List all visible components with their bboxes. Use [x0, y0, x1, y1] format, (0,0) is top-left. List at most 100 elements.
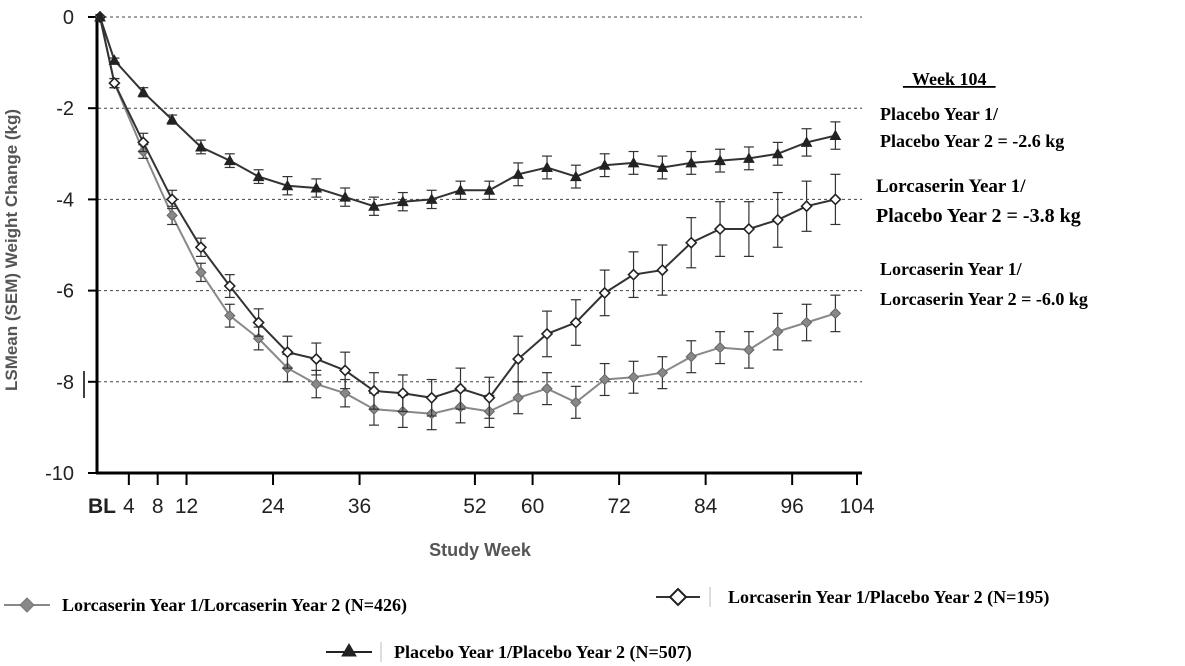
data-point	[367, 384, 381, 398]
x-tick-label: 52	[463, 495, 486, 518]
legend-marker-diamond-filled	[19, 597, 35, 613]
legend-item-lorc-lorc: Lorcaserin Year 1/Lorcaserin Year 2 (N=4…	[4, 595, 407, 616]
x-tick-label: 12	[175, 495, 198, 518]
data-point	[598, 159, 611, 170]
data-point	[108, 76, 121, 90]
x-tick-label: 60	[521, 495, 544, 518]
x-tick-label: 72	[607, 495, 630, 518]
data-point	[425, 193, 438, 204]
data-point	[743, 344, 755, 356]
annotation-lorc-placebo-line1: Lorcaserin Year 1/	[876, 176, 1026, 197]
series-1	[93, 10, 842, 419]
data-point	[742, 222, 756, 236]
annotation-lorc-lorc-line2: Lorcaserin Year 2 = -6.0 kg	[880, 289, 1088, 309]
y-tick-label: -2	[56, 98, 74, 120]
data-point	[137, 136, 150, 149]
data-point	[685, 236, 698, 249]
legend-item-lorc-placebo: Lorcaserin Year 1/Placebo Year 2 (N=195)	[656, 587, 1049, 608]
data-point	[223, 154, 236, 166]
data-point	[714, 341, 726, 354]
data-point	[569, 316, 582, 329]
y-axis-label: LSMean (SEM) Weight Change (kg)	[2, 109, 21, 391]
annotation-placebo-line2: Placebo Year 2 = -2.6 kg	[880, 131, 1064, 151]
legend-label-placebo: Placebo Year 1/Placebo Year 2 (N=507)	[394, 642, 692, 663]
data-point	[656, 263, 669, 277]
data-point	[714, 154, 726, 166]
series-layer	[93, 10, 842, 431]
series-2	[94, 10, 842, 216]
data-point	[570, 396, 582, 409]
data-point	[195, 266, 207, 279]
legend-marker-triangle	[341, 643, 357, 657]
data-point	[483, 184, 496, 195]
data-point	[800, 136, 813, 147]
annotations: _Week 104_ Placebo Year 1/ Placebo Year …	[876, 69, 1088, 309]
data-point	[108, 54, 121, 65]
data-point	[685, 156, 698, 168]
data-point	[252, 170, 265, 182]
y-tick-label: -8	[56, 372, 74, 394]
gridlines	[98, 16, 862, 383]
x-tick-label: 8	[152, 495, 164, 518]
y-tick-label: 0	[63, 7, 74, 29]
x-tick-label: 36	[348, 495, 371, 518]
axes	[83, 14, 862, 475]
data-point	[310, 181, 323, 193]
data-point	[512, 392, 524, 404]
y-ticks: 0 -2 -4 -6 -8 -10	[45, 7, 97, 485]
data-point	[541, 382, 553, 395]
data-point	[800, 316, 813, 329]
data-point	[743, 152, 755, 163]
data-point	[771, 213, 784, 227]
annotation-lorc-lorc-line1: Lorcaserin Year 1/	[880, 259, 1023, 279]
data-point	[570, 170, 582, 182]
data-point	[223, 279, 236, 293]
data-point	[598, 373, 611, 386]
data-point	[598, 286, 611, 300]
x-tick-label: 104	[839, 495, 874, 518]
y-tick-label: -4	[56, 189, 74, 211]
series-0	[94, 11, 842, 431]
data-point	[396, 387, 409, 400]
annotation-lorc-placebo-line2: Placebo Year 2 = -3.8 kg	[876, 205, 1081, 227]
data-point	[512, 168, 525, 179]
data-point	[195, 140, 207, 152]
series-line	[99, 16, 836, 399]
data-point	[137, 86, 150, 97]
data-point	[310, 378, 323, 390]
y-tick-label: -6	[56, 281, 74, 303]
data-point	[454, 382, 467, 395]
data-point	[627, 268, 640, 281]
legend-item-placebo: Placebo Year 1/Placebo Year 2 (N=507)	[326, 642, 692, 663]
data-point	[165, 193, 179, 206]
data-point	[281, 346, 294, 359]
data-point	[771, 147, 784, 159]
data-point	[656, 161, 669, 172]
series-line	[99, 16, 836, 208]
data-point	[339, 387, 351, 399]
data-point	[829, 307, 842, 320]
legend-label-lorc-lorc: Lorcaserin Year 1/Lorcaserin Year 2 (N=4…	[62, 595, 407, 616]
data-point	[772, 325, 784, 338]
data-point	[396, 195, 409, 207]
data-point	[713, 222, 727, 236]
data-point	[627, 156, 640, 168]
data-point	[224, 309, 236, 322]
data-point	[483, 391, 496, 404]
x-axis-label: Study Week	[429, 540, 532, 560]
data-point	[194, 241, 208, 254]
data-point	[627, 371, 640, 383]
x-tick-label: BL	[88, 495, 116, 518]
data-point	[829, 129, 842, 141]
x-ticks: BL 4 8 12 24 36 52 60 72 84 96 104	[88, 473, 875, 518]
annotation-placebo-line1: Placebo Year 1/	[880, 104, 999, 124]
data-point	[800, 200, 813, 213]
data-point	[339, 191, 351, 202]
data-point	[541, 161, 553, 172]
x-tick-label: 96	[780, 495, 803, 518]
legend-marker-diamond-open	[668, 587, 688, 607]
legend: Lorcaserin Year 1/Lorcaserin Year 2 (N=4…	[4, 587, 1049, 663]
data-point	[252, 316, 265, 329]
x-tick-label: 24	[261, 495, 285, 518]
